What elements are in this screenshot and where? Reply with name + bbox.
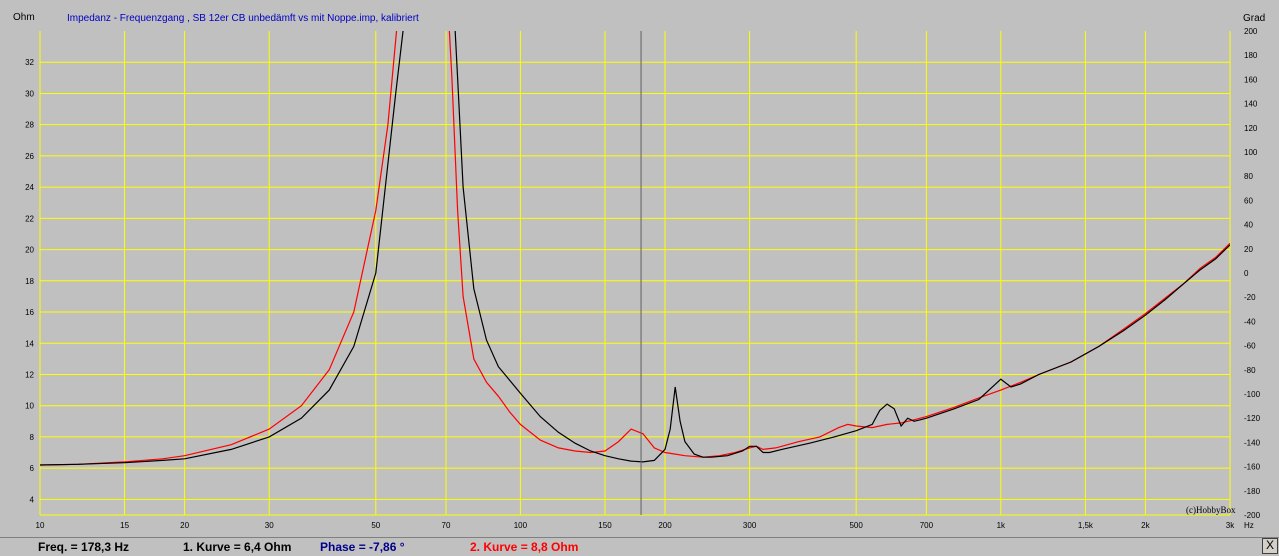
y-tick-label: 16 (25, 308, 34, 317)
y-right-tick-label: -180 (1244, 487, 1261, 496)
x-tick-label: 2k (1141, 521, 1150, 530)
y-right-tick-label: 80 (1244, 172, 1253, 181)
grid-lines (39, 31, 1231, 516)
y-right-tick-label: 160 (1244, 75, 1258, 84)
x-tick-label: 70 (442, 521, 451, 530)
chart-title: Impedanz - Frequenzgang , SB 12er CB unb… (67, 13, 419, 24)
y-tick-label: 22 (25, 214, 34, 223)
x-tick-label: 500 (849, 521, 863, 530)
x-tick-label: 15 (120, 521, 129, 530)
y-tick-label: 32 (25, 58, 34, 67)
y-right-tick-label: 0 (1244, 269, 1249, 278)
x-tick-label: 700 (920, 521, 934, 530)
curve1-readout: 1. Kurve = 6,4 Ohm (183, 540, 292, 554)
y-right-tick-label: -200 (1244, 511, 1261, 520)
right-axis-label: Grad (1243, 13, 1265, 24)
y-right-tick-label: 40 (1244, 221, 1253, 230)
y-tick-label: 24 (25, 183, 34, 192)
y-tick-label: 28 (25, 121, 34, 130)
y-tick-label: 14 (25, 339, 34, 348)
impedance-chart: 10 15 20 30 50 70 100 150 200 300 500 700 1k 1,5k 2k 3k… (13, 12, 1266, 530)
y-right-tick-label: 100 (1244, 148, 1258, 157)
y-right-tick-label: -80 (1244, 366, 1256, 375)
y-tick-label: 20 (25, 246, 34, 255)
y-tick-label: 10 (25, 402, 34, 411)
freq-readout: Freq. = 178,3 Hz (38, 540, 130, 554)
curve2-readout: 2. Kurve = 8,8 Ohm (470, 540, 579, 554)
y-right-tick-label: -160 (1244, 463, 1261, 472)
x-tick-label: 10 (36, 521, 45, 530)
x-tick-label: 300 (743, 521, 757, 530)
y-right-tick-label: -40 (1244, 317, 1256, 326)
x-tick-label: 1k (997, 521, 1006, 530)
y-right-tick-label: -120 (1244, 414, 1261, 423)
curve2-line (40, 31, 1230, 466)
y-right-tick-label: -100 (1244, 390, 1261, 399)
x-tick-label: 50 (371, 521, 380, 530)
x-axis-unit: Hz (1244, 521, 1254, 530)
watermark: (c)HobbyBox (1186, 505, 1236, 515)
x-tick-label: 3k (1226, 521, 1235, 530)
y-tick-labels: 4 6 8 10 12 14 16 18 20 22 24 26 28 30 32 (25, 58, 34, 504)
y-tick-label: 4 (30, 495, 35, 504)
y-tick-label: 12 (25, 370, 34, 379)
phase-readout: Phase = -7,86 ° (320, 540, 405, 554)
y-tick-label: 8 (30, 433, 35, 442)
x-tick-label: 100 (514, 521, 528, 530)
curves (40, 31, 1230, 466)
y-tick-label: 30 (25, 89, 34, 98)
x-tick-label: 30 (265, 521, 274, 530)
close-button[interactable]: X (1262, 538, 1278, 554)
y-tick-label: 18 (25, 277, 34, 286)
x-tick-label: 20 (180, 521, 189, 530)
status-bar: Freq. = 178,3 Hz 1. Kurve = 6,4 Ohm Phas… (0, 537, 1279, 556)
y-tick-label: 6 (30, 464, 35, 473)
y-right-tick-label: 120 (1244, 124, 1258, 133)
x-tick-labels: 10 15 20 30 50 70 100 150 200 300 500 700 1k 1,5k 2k 3k (36, 521, 1236, 530)
y-right-tick-label: -60 (1244, 342, 1256, 351)
curve1-line (40, 31, 1230, 466)
y-right-tick-label: -20 (1244, 293, 1256, 302)
y-right-tick-label: 140 (1244, 100, 1258, 109)
y-tick-label: 26 (25, 152, 34, 161)
y-right-tick-label: 60 (1244, 196, 1253, 205)
x-tick-label: 200 (658, 521, 672, 530)
x-tick-label: 1,5k (1078, 521, 1094, 530)
y-right-tick-label: 200 (1244, 27, 1258, 36)
x-tick-label: 150 (598, 521, 612, 530)
y-right-tick-label: 20 (1244, 245, 1253, 254)
y-right-tick-label: -140 (1244, 438, 1261, 447)
y-right-tick-label: 180 (1244, 51, 1258, 60)
y-right-tick-labels: 200180160140120100806040200-20-40-60-80-… (1244, 27, 1261, 520)
left-axis-label: Ohm (13, 12, 35, 23)
